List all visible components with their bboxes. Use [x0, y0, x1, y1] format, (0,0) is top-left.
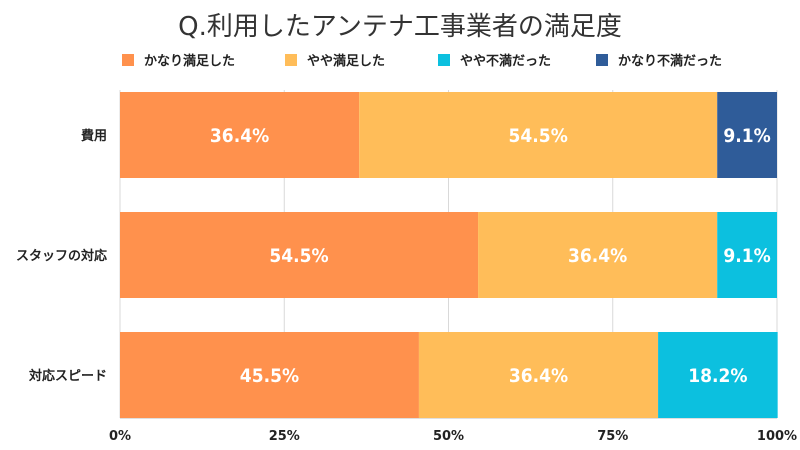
legend-label: やや満足した [307, 54, 386, 69]
legend-label: かなり満足した [144, 54, 236, 69]
data-label: 45.5% [240, 365, 299, 387]
data-label: 36.4% [509, 365, 568, 387]
x-tick-label: 25% [269, 429, 300, 444]
bar-segment [120, 212, 479, 298]
legend-item-somewhat-satisfied: やや満足した [285, 50, 385, 69]
legend-swatch [285, 53, 297, 66]
data-label: 54.5% [269, 245, 328, 267]
legend-item-very-dissatisfied: かなり不満だった [596, 50, 722, 69]
x-tick-label: 50% [433, 429, 464, 444]
legend-label: かなり不満だった [618, 54, 723, 69]
chart-title: Q.利用したアンテナ工事業者の満足度 [178, 12, 622, 42]
bar-segment [120, 332, 419, 418]
bar-segment [359, 92, 718, 178]
bar-segment [478, 212, 718, 298]
data-label: 54.5% [509, 125, 568, 147]
data-label: 36.4% [568, 245, 627, 267]
legend-swatch [122, 53, 134, 66]
legend-swatch [438, 53, 450, 66]
legend-label: やや不満だった [460, 54, 552, 69]
legend-swatch [596, 53, 608, 66]
legend: かなり満足した やや満足した やや不満だった かなり不満だった [0, 50, 800, 70]
bar-segment [120, 92, 360, 178]
x-tick-label: 0% [109, 429, 131, 444]
data-label: 9.1% [723, 125, 770, 147]
bar-segment [717, 92, 777, 178]
data-label: 18.2% [688, 365, 747, 387]
legend-item-very-satisfied: かなり満足した [122, 50, 235, 69]
bar-segment [658, 332, 778, 418]
x-tick-label: 100% [757, 429, 797, 444]
bar-segment [717, 212, 777, 298]
data-label: 9.1% [723, 245, 770, 267]
category-label: スタッフの対応 [16, 248, 107, 264]
x-tick-label: 75% [597, 429, 628, 444]
category-label: 対応スピード [28, 368, 107, 384]
data-label: 36.4% [210, 125, 269, 147]
bar-segment [418, 332, 659, 418]
category-label: 費用 [81, 128, 107, 144]
legend-item-somewhat-dissatisfied: やや不満だった [438, 50, 551, 69]
